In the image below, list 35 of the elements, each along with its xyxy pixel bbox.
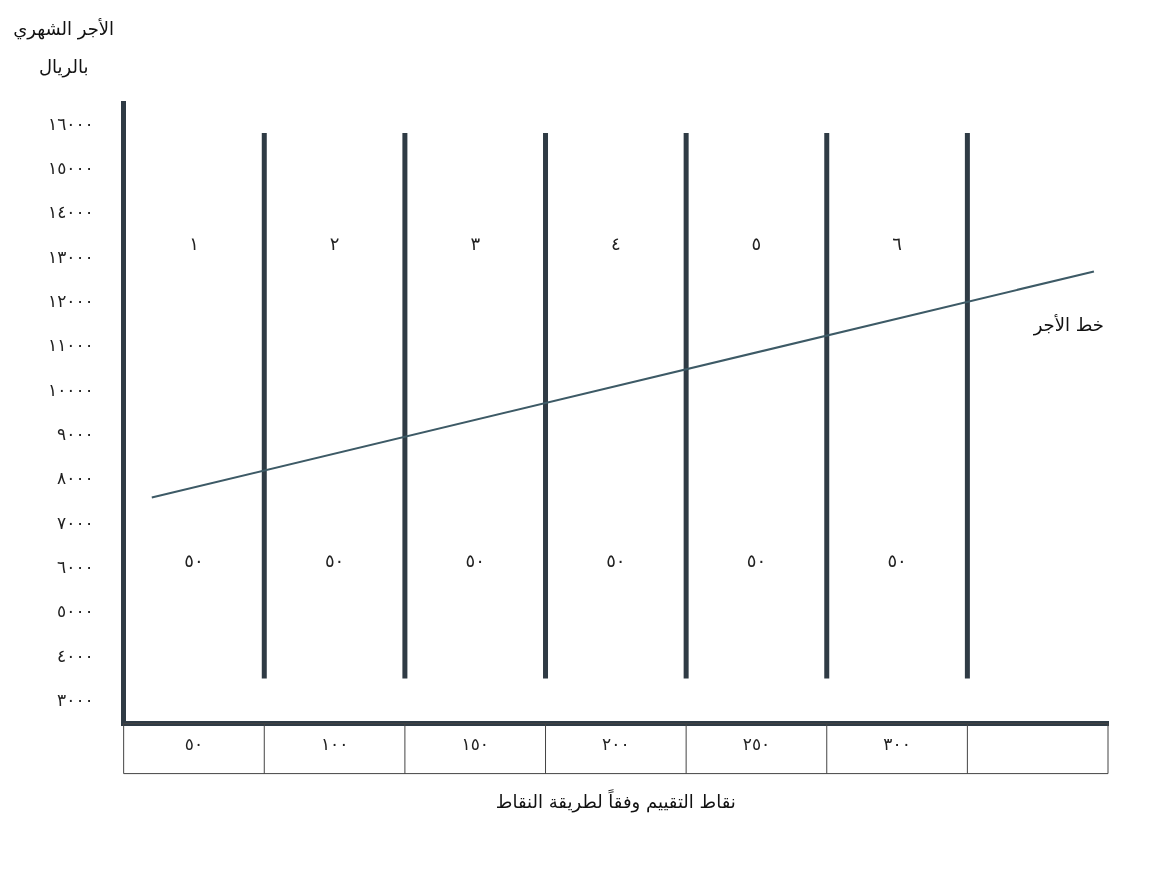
x-tick-label: ٥٠ <box>184 734 204 755</box>
y-tick-label: ١٦٠٠٠ <box>48 113 94 134</box>
annotation: ٥٠ <box>887 549 907 571</box>
annotation: ٥٠ <box>184 549 204 571</box>
y-tick-label: ٨٠٠٠ <box>57 468 94 489</box>
y-tick-label: ٩٠٠٠ <box>57 423 94 444</box>
x-tick-label: ١٠٠ <box>320 734 349 755</box>
annotation: ٥٠ <box>465 549 485 571</box>
annotation: ١ <box>189 233 199 255</box>
annotation: ٥٠ <box>324 549 345 571</box>
y-tick-label: ٥٠٠٠ <box>57 601 94 622</box>
y-tick-label: ١٢٠٠٠ <box>48 290 94 311</box>
series-label: خط الأجر <box>1032 314 1104 337</box>
annotation: ٥ <box>751 233 762 255</box>
x-tick-label: ٣٠٠ <box>883 734 911 755</box>
y-tick-label: ٦٠٠٠ <box>57 556 94 577</box>
x-tick-label: ٢٠٠ <box>602 734 630 755</box>
y-tick-label: ١٤٠٠٠ <box>48 202 94 223</box>
y-tick-label: ٣٠٠٠ <box>57 689 94 710</box>
annotation: ٥٠ <box>606 549 626 571</box>
y-tick-label: ٤٠٠٠ <box>57 645 94 666</box>
x-tick-label: ١٥٠ <box>461 734 489 755</box>
annotation: ٢ <box>329 233 340 255</box>
annotation: ٥٠ <box>746 549 767 571</box>
annotation: ٦ <box>892 233 902 255</box>
y-tick-label: ١٣٠٠٠ <box>48 246 94 267</box>
y-axis-title: الأجر الشهري بالريال <box>13 17 115 78</box>
y-tick-label: ١١٠٠٠ <box>48 335 94 356</box>
annotation: ٤ <box>610 233 621 255</box>
x-tick-label: ٢٥٠ <box>742 734 771 755</box>
y-tick-label: ١٠٠٠٠ <box>48 379 94 400</box>
y-tick-label: ٧٠٠٠ <box>57 512 94 533</box>
annotation: ٣ <box>470 233 481 255</box>
x-axis-title: نقاط التقييم وفقاً لطريقة النقاط <box>495 789 736 814</box>
y-tick-label: ١٥٠٠٠ <box>48 157 94 178</box>
